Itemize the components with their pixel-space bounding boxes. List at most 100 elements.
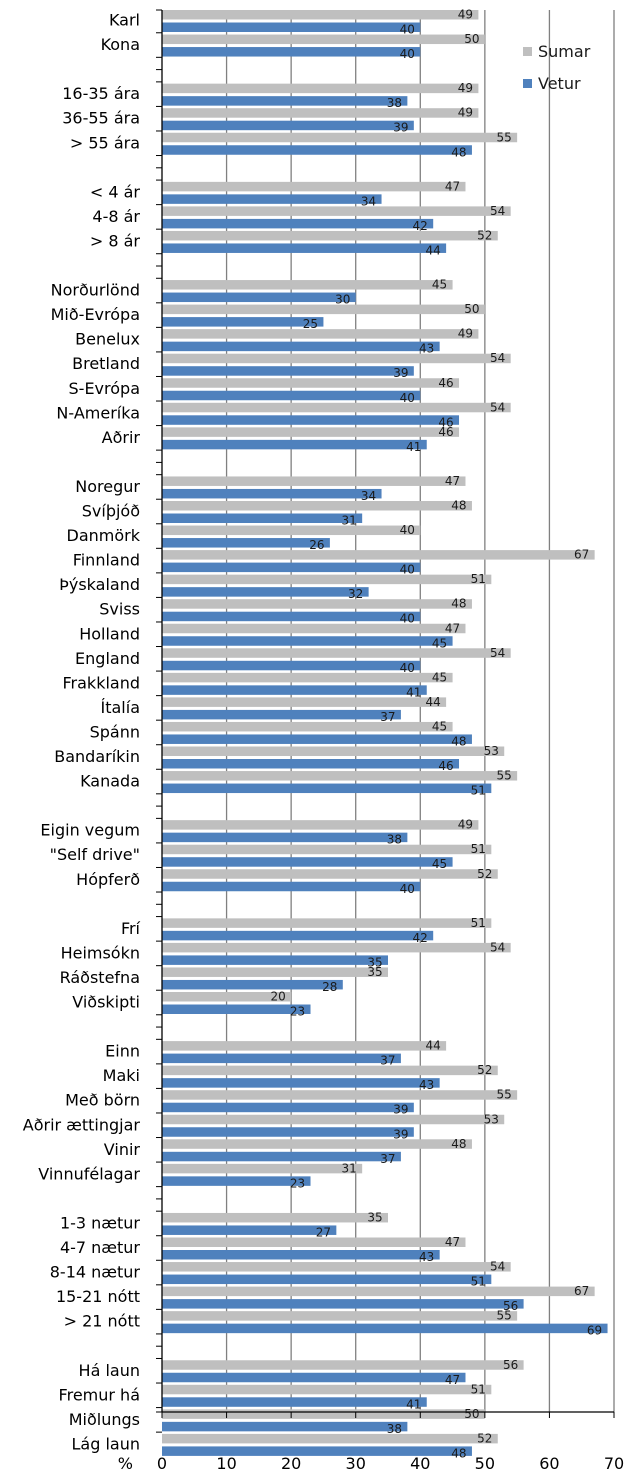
data-label-sumar: 40 <box>400 523 415 537</box>
bar-sumar <box>162 1237 466 1247</box>
x-tick-label: 50 <box>475 1454 495 1473</box>
category-label: Bandaríkin <box>54 747 140 766</box>
bar-sumar <box>162 402 511 413</box>
bar-vetur <box>162 832 408 843</box>
bar-vetur <box>162 194 382 204</box>
data-label-vetur: 43 <box>419 342 434 356</box>
data-label-vetur: 45 <box>432 857 447 871</box>
bar-sumar <box>162 820 479 830</box>
data-label-vetur: 37 <box>380 1152 395 1166</box>
bar-sumar <box>162 623 466 634</box>
data-label-vetur: 39 <box>393 1127 408 1141</box>
data-label-vetur: 44 <box>425 243 440 257</box>
legend: Sumar Vetur <box>523 42 591 93</box>
data-label-sumar: 51 <box>471 842 486 856</box>
data-label-sumar: 49 <box>458 818 473 832</box>
data-label-sumar: 53 <box>484 744 499 758</box>
bar-sumar <box>162 1114 505 1125</box>
bar-sumar <box>162 1212 388 1223</box>
bar-vetur <box>162 341 440 352</box>
data-label-sumar: 47 <box>445 621 460 635</box>
bar-sumar <box>162 34 485 45</box>
category-label: S-Evrópa <box>69 379 140 398</box>
category-label: Holland <box>79 624 140 643</box>
category-label: Frí <box>121 919 141 938</box>
bar-sumar <box>162 476 466 486</box>
bar-vetur <box>162 709 401 720</box>
data-label-sumar: 31 <box>342 1161 357 1175</box>
data-label-sumar: 51 <box>471 572 486 586</box>
category-label: Noregur <box>75 477 140 496</box>
bar-vetur <box>162 857 453 867</box>
data-label-vetur: 51 <box>471 1275 486 1289</box>
category-label: Danmörk <box>67 526 141 545</box>
bar-sumar <box>162 181 466 192</box>
data-label-vetur: 40 <box>400 882 415 896</box>
data-label-vetur: 40 <box>400 563 415 577</box>
data-label-vetur: 41 <box>406 685 421 699</box>
bar-sumar <box>162 1286 595 1297</box>
category-label: Maki <box>103 1066 140 1085</box>
category-label: 15-21 nótt <box>56 1287 140 1306</box>
bar-sumar <box>162 1433 498 1444</box>
bar-vetur <box>162 783 492 794</box>
data-label-vetur: 40 <box>400 391 415 405</box>
x-tick-label: 20 <box>281 1454 301 1473</box>
data-label-vetur: 51 <box>471 784 486 798</box>
category-label: > 55 ára <box>70 133 140 152</box>
bar-sumar <box>162 1384 492 1395</box>
category-label: Ráðstefna <box>60 968 140 987</box>
x-tick-label: 30 <box>346 1454 366 1473</box>
data-label-vetur: 43 <box>419 1078 434 1092</box>
x-tick-label: 10 <box>216 1454 236 1473</box>
data-label-sumar: 49 <box>458 106 473 120</box>
bar-sumar <box>162 672 453 683</box>
data-label-sumar: 48 <box>451 1137 466 1151</box>
category-label: Þýskaland <box>59 575 140 594</box>
category-label: > 21 nótt <box>64 1312 140 1331</box>
category-labels: Karl Kona 16-35 ára 36-55 ára > 55 ára < 4 ár… <box>23 11 141 1454</box>
data-label-sumar: 54 <box>490 400 505 414</box>
data-label-vetur: 38 <box>387 1422 402 1436</box>
data-label-sumar: 54 <box>490 940 505 954</box>
data-label-sumar: 50 <box>464 302 479 316</box>
data-label-vetur: 41 <box>406 1397 421 1411</box>
bar-sumar <box>162 304 485 315</box>
data-label-sumar: 51 <box>471 1382 486 1396</box>
data-label-vetur: 32 <box>348 587 363 601</box>
bar-sumar <box>162 1409 485 1419</box>
bar-sumar <box>162 1090 518 1100</box>
bar-sumar <box>162 1065 498 1076</box>
bar-vetur <box>162 1151 401 1162</box>
category-label: Heimsókn <box>61 943 140 962</box>
data-label-vetur: 30 <box>335 293 350 307</box>
data-label-sumar: 55 <box>497 1088 512 1102</box>
data-label-vetur: 43 <box>419 1250 434 1264</box>
data-label-vetur: 48 <box>451 1446 466 1460</box>
category-label: England <box>75 649 140 668</box>
data-label-sumar: 52 <box>477 1431 492 1445</box>
data-label-sumar: 45 <box>432 278 447 292</box>
bar-vetur <box>162 538 330 548</box>
bar-sumar <box>162 1139 472 1149</box>
bar-sumar <box>162 280 453 290</box>
data-label-sumar: 47 <box>445 1235 460 1249</box>
data-label-vetur: 37 <box>380 1054 395 1068</box>
bar-sumar <box>162 378 460 388</box>
bar-sumar <box>162 967 388 977</box>
bar-sumar <box>162 721 453 732</box>
category-label: Ítalía <box>101 698 141 717</box>
bar-sumar <box>162 329 479 339</box>
data-label-vetur: 42 <box>413 931 428 945</box>
category-label: Kanada <box>80 772 140 791</box>
data-label-vetur: 41 <box>406 440 421 454</box>
category-label: Viðskipti <box>72 993 140 1012</box>
data-label-sumar: 44 <box>425 1039 440 1053</box>
data-label-sumar: 49 <box>458 8 473 22</box>
data-label-sumar: 52 <box>477 867 492 881</box>
bar-vetur <box>162 415 460 425</box>
bar-sumar <box>162 525 421 536</box>
data-label-sumar: 67 <box>574 548 589 562</box>
category-label: Mið-Evrópa <box>51 305 140 324</box>
data-label-sumar: 49 <box>458 81 473 95</box>
